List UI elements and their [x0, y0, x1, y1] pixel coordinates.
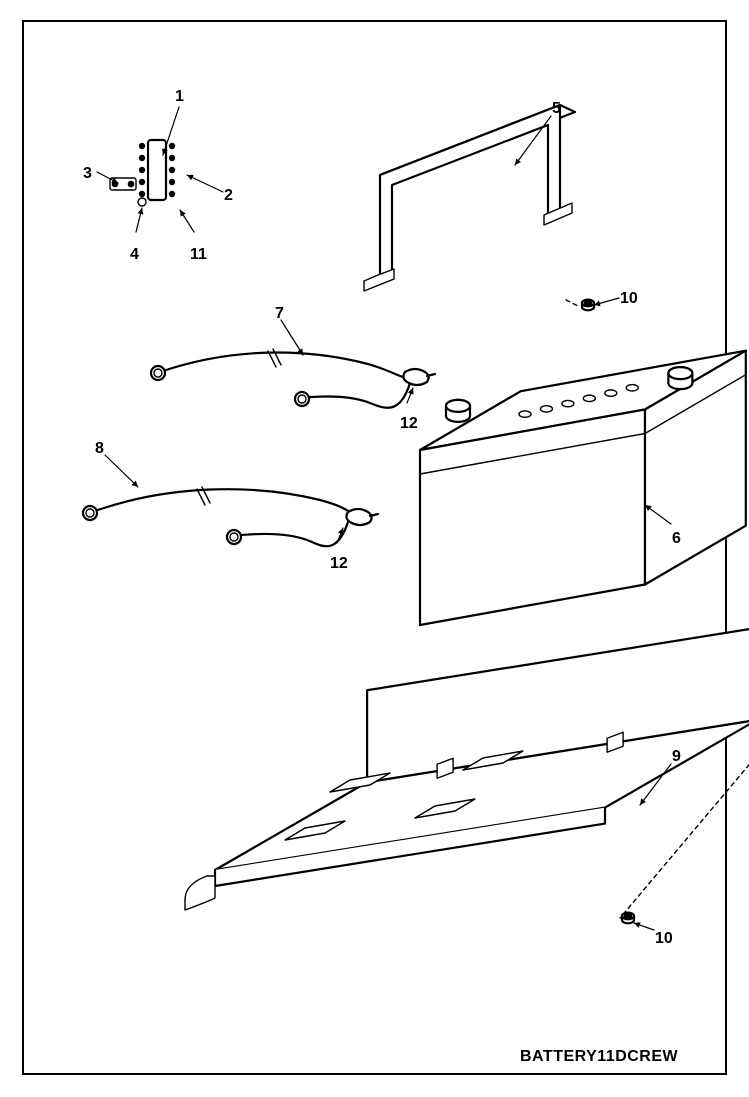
callout-3: 3: [83, 165, 92, 183]
callout-9: 9: [672, 748, 681, 766]
callout-11: 11: [190, 246, 207, 264]
exploded-diagram: [0, 0, 749, 1097]
callout-4: 4: [130, 246, 139, 264]
callout-2: 2: [224, 187, 233, 205]
callout-7: 7: [275, 305, 284, 323]
callout-8: 8: [95, 440, 104, 458]
callout-5: 5: [552, 100, 561, 118]
callout-6: 6: [672, 530, 681, 548]
callout-12a: 12: [400, 415, 418, 433]
drawing-id-label: BATTERY11DCREW: [520, 1048, 678, 1066]
callout-10b: 10: [655, 930, 673, 948]
callout-1: 1: [175, 88, 184, 106]
callout-10a: 10: [620, 290, 638, 308]
callout-12b: 12: [330, 555, 348, 573]
